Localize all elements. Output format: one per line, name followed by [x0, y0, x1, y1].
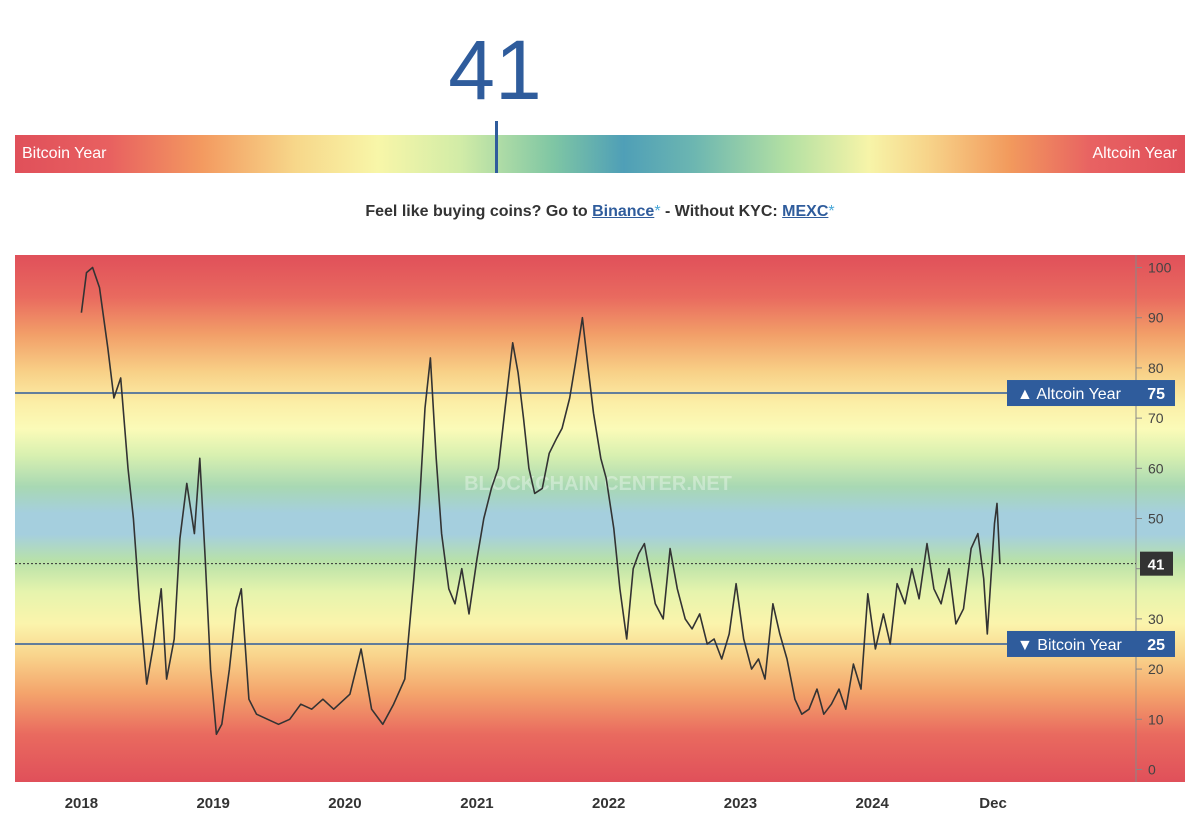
x-tick-label: 2024: [855, 795, 889, 812]
mexc-link[interactable]: MEXC: [782, 203, 829, 220]
y-tick-label: 100: [1148, 260, 1172, 276]
index-value: 41: [448, 23, 542, 117]
mexc-star: *: [828, 203, 835, 220]
threshold-badge: [1007, 630, 1175, 657]
threshold-labels: ▲ Altcoin Year 75 ▼ Bitcoin Year 25 41: [1007, 380, 1175, 657]
x-tick-label: 2023: [724, 795, 757, 812]
current-value-badge-label: 41: [1148, 557, 1165, 574]
y-tick-label: 0: [1148, 761, 1156, 777]
altcoin-season-chart: BLOCKCHAIN CENTER.NET 010203040506070809…: [15, 255, 1185, 812]
series-line: [80, 266, 1001, 736]
threshold-badge-label: ▲ Altcoin Year: [1017, 386, 1122, 403]
x-tick-label: 2021: [460, 795, 493, 812]
promo-line: Feel like buying coins? Go to Binance* -…: [0, 203, 1200, 221]
y-tick-label: 10: [1148, 711, 1164, 727]
x-tick-label: 2019: [196, 795, 229, 812]
threshold-badge-value: 25: [1147, 637, 1165, 654]
threshold-lines: [15, 392, 1008, 645]
y-tick-label: 60: [1148, 460, 1164, 476]
x-tick-label: 2022: [592, 795, 625, 812]
y-tick-label: 50: [1148, 511, 1164, 527]
y-tick-label: 30: [1148, 611, 1164, 627]
gauge-marker: [495, 121, 498, 173]
y-tick-label: 80: [1148, 360, 1164, 376]
threshold-badge-value: 75: [1147, 386, 1165, 403]
x-tick-label: 2020: [328, 795, 361, 812]
current-value-badge: [1140, 551, 1173, 576]
gauge-right-label: Altcoin Year: [1092, 145, 1177, 162]
gauge-left-label: Bitcoin Year: [22, 145, 107, 162]
season-gauge: Bitcoin Year Altcoin Year: [15, 121, 1185, 173]
promo-text-1: Feel like buying coins? Go to: [365, 203, 593, 220]
x-axis: 2018 2019 2020 2021 2022 2023 2024 Dec: [65, 795, 1007, 812]
y-tick-label: 70: [1148, 410, 1164, 426]
y-tick-label: 20: [1148, 661, 1164, 677]
promo-text-2: - Without KYC:: [660, 203, 783, 220]
y-tick-label: 90: [1148, 310, 1164, 326]
x-tick-label: Dec: [979, 795, 1007, 812]
binance-link[interactable]: Binance: [592, 203, 655, 220]
threshold-badge: [1007, 380, 1175, 407]
threshold-badge-label: ▼ Bitcoin Year: [1017, 637, 1122, 654]
x-tick-label: 2018: [65, 795, 98, 812]
binance-star: *: [654, 203, 661, 220]
watermark: BLOCKCHAIN CENTER.NET: [464, 473, 732, 495]
plot-background: [15, 255, 1185, 782]
